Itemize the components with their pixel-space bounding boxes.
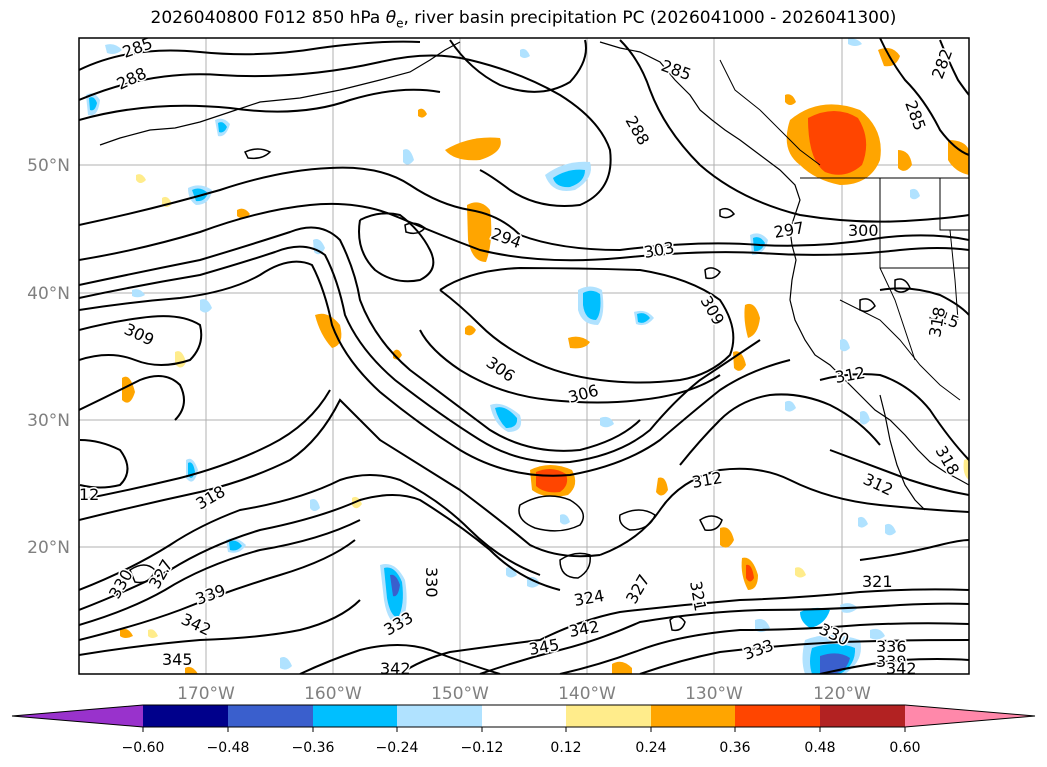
lat-label: 40°N <box>27 284 70 304</box>
contour-label: 339 <box>876 652 907 671</box>
lat-label: 20°N <box>27 538 70 558</box>
contour-label: 342 <box>380 659 411 678</box>
contour-label: 336 <box>876 637 907 656</box>
coastlines <box>99 41 969 511</box>
map-frame <box>78 37 970 675</box>
colorbar-tick-label: 0.36 <box>719 740 750 756</box>
contour-label: 321 <box>686 579 710 612</box>
longitude-labels: 170°W 160°W 150°W 140°W 130°W 120°W <box>177 684 871 704</box>
colorbar-segment <box>397 705 482 727</box>
colorbar-segment <box>820 705 905 727</box>
contour-label: 342 <box>567 617 600 641</box>
contour-label: 330 <box>422 567 441 598</box>
colorbar: −0.60 −0.48 −0.36 −0.24 −0.12 0.12 0.24 … <box>11 704 1036 756</box>
lon-label: 170°W <box>177 684 235 704</box>
contour-label: 12 <box>79 485 99 504</box>
precip-positive <box>120 48 969 674</box>
contour-label: 345 <box>527 635 560 659</box>
contour-label: 318 <box>925 305 949 338</box>
lon-label: 140°W <box>558 684 616 704</box>
lon-label: 150°W <box>431 684 489 704</box>
theta-e-small-contours <box>129 148 911 632</box>
contour-label: 300 <box>848 221 879 240</box>
precip-negative <box>86 38 920 674</box>
colorbar-tick-label: −0.36 <box>292 740 335 756</box>
colorbar-extend-low <box>12 705 143 727</box>
colorbar-extend-high <box>905 705 1035 727</box>
latitude-labels: 50°N 40°N 30°N 20°N <box>27 156 70 558</box>
lat-label: 30°N <box>27 411 70 431</box>
contour-label: 321 <box>862 572 893 591</box>
map-title: 2026040800 F012 850 hPa θe, river basin … <box>150 8 897 31</box>
colorbar-segment <box>228 705 313 727</box>
lon-label: 130°W <box>685 684 743 704</box>
colorbar-tick-label: −0.48 <box>207 740 250 756</box>
colorbar-segment <box>566 705 651 727</box>
colorbar-tick-label: 0.48 <box>804 740 835 756</box>
borders <box>719 59 969 401</box>
lon-label: 160°W <box>304 684 362 704</box>
contour-label: 345 <box>162 650 193 669</box>
colorbar-segment <box>651 705 735 727</box>
colorbar-tick-label: −0.60 <box>122 740 165 756</box>
colorbar-tick-label: 0.12 <box>550 740 581 756</box>
lon-label: 120°W <box>813 684 871 704</box>
colorbar-segment <box>313 705 397 727</box>
colorbar-segment <box>482 705 566 727</box>
colorbar-segment <box>143 705 228 727</box>
theta-e-contours <box>79 38 969 674</box>
colorbar-tick-label: 0.60 <box>889 740 920 756</box>
colorbar-tick-label: −0.24 <box>376 740 419 756</box>
contour-label: 342 <box>886 659 917 678</box>
colorbar-segment <box>735 705 820 727</box>
colorbar-tick-label: −0.12 <box>461 740 504 756</box>
colorbar-tick-label: 0.24 <box>635 740 666 756</box>
lat-label: 50°N <box>27 156 70 176</box>
